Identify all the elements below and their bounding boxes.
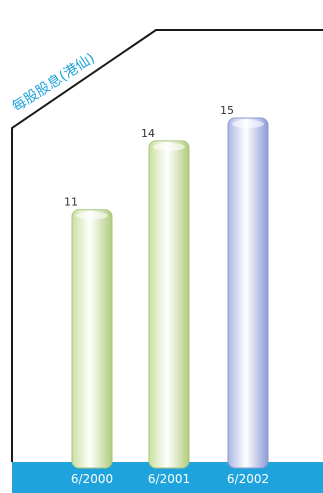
chart-title: 每股股息(港仙) [9, 49, 98, 115]
bar-6/2000 [71, 209, 113, 469]
bar-cap-6/2000 [76, 211, 108, 220]
data-label-6/2002: 15 [220, 104, 234, 117]
chart-frame [11, 29, 323, 462]
bar-6/2001 [148, 140, 190, 469]
x-tick-label-6/2001: 6/2001 [148, 472, 190, 486]
bar-cap-6/2002 [232, 120, 264, 128]
bar-cap-6/2001 [153, 142, 185, 151]
x-tick-label-6/2002: 6/2002 [227, 472, 269, 486]
x-tick-label-6/2000: 6/2000 [71, 472, 113, 486]
bar-6/2002 [227, 117, 269, 469]
data-label-6/2000: 11 [64, 196, 78, 209]
data-label-6/2001: 14 [141, 127, 155, 140]
